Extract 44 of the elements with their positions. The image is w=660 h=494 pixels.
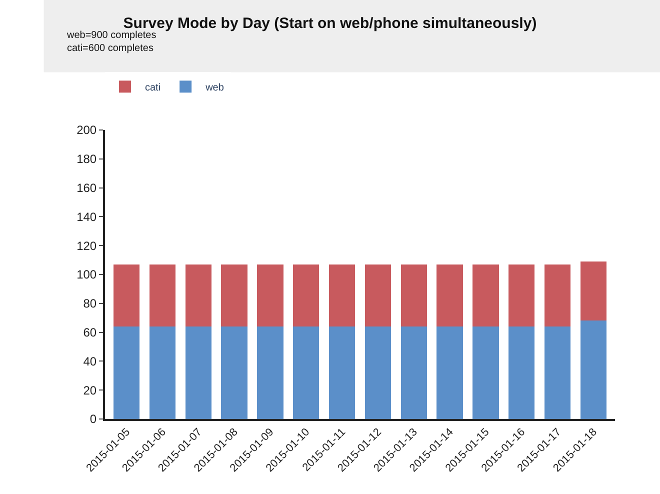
- y-tick-label: 180: [76, 152, 97, 166]
- bar: [221, 264, 248, 327]
- legend-label: web: [204, 82, 224, 94]
- bar: [113, 264, 140, 327]
- bar: [364, 264, 392, 327]
- bar: [185, 264, 212, 327]
- text: cati=600 completes: [67, 43, 154, 54]
- bar: [293, 264, 320, 327]
- y-tick-label: 80: [83, 296, 97, 311]
- bar: [472, 264, 499, 327]
- y-tick-label: 0: [90, 412, 97, 426]
- bar: [293, 326, 320, 419]
- legend-label: cati: [145, 82, 161, 94]
- y-tick-label: 160: [76, 181, 97, 195]
- bar: [328, 264, 356, 327]
- bar: [328, 326, 356, 419]
- bar: [257, 264, 284, 327]
- bar: [472, 326, 499, 419]
- bar: [149, 326, 176, 419]
- bar: [257, 326, 284, 419]
- bar: [400, 264, 427, 327]
- bar: [400, 326, 427, 419]
- bar: [221, 326, 248, 419]
- bar: [508, 264, 535, 327]
- bar: [436, 264, 463, 327]
- y-tick-label: 20: [83, 383, 97, 398]
- y-tick-label: 140: [76, 210, 97, 224]
- y-tick-label: 200: [76, 123, 97, 138]
- y-tick-label: 100: [76, 268, 97, 282]
- bar: [113, 326, 140, 419]
- bar: [544, 326, 571, 419]
- bar: [580, 320, 607, 419]
- y-tick-label: 60: [83, 326, 97, 340]
- text: web=900 completes: [66, 30, 156, 41]
- y-tick-label: 40: [83, 354, 97, 368]
- bar: [364, 326, 392, 419]
- bar: [436, 326, 463, 419]
- bar: [185, 326, 212, 419]
- bar: [580, 262, 607, 321]
- chart-title: Survey Mode by Day (Start on web/phone simultaneously): [123, 14, 537, 32]
- y-tick-label: 120: [76, 238, 97, 253]
- bar: [544, 264, 571, 327]
- bar: [149, 264, 176, 327]
- bar: [508, 326, 535, 419]
